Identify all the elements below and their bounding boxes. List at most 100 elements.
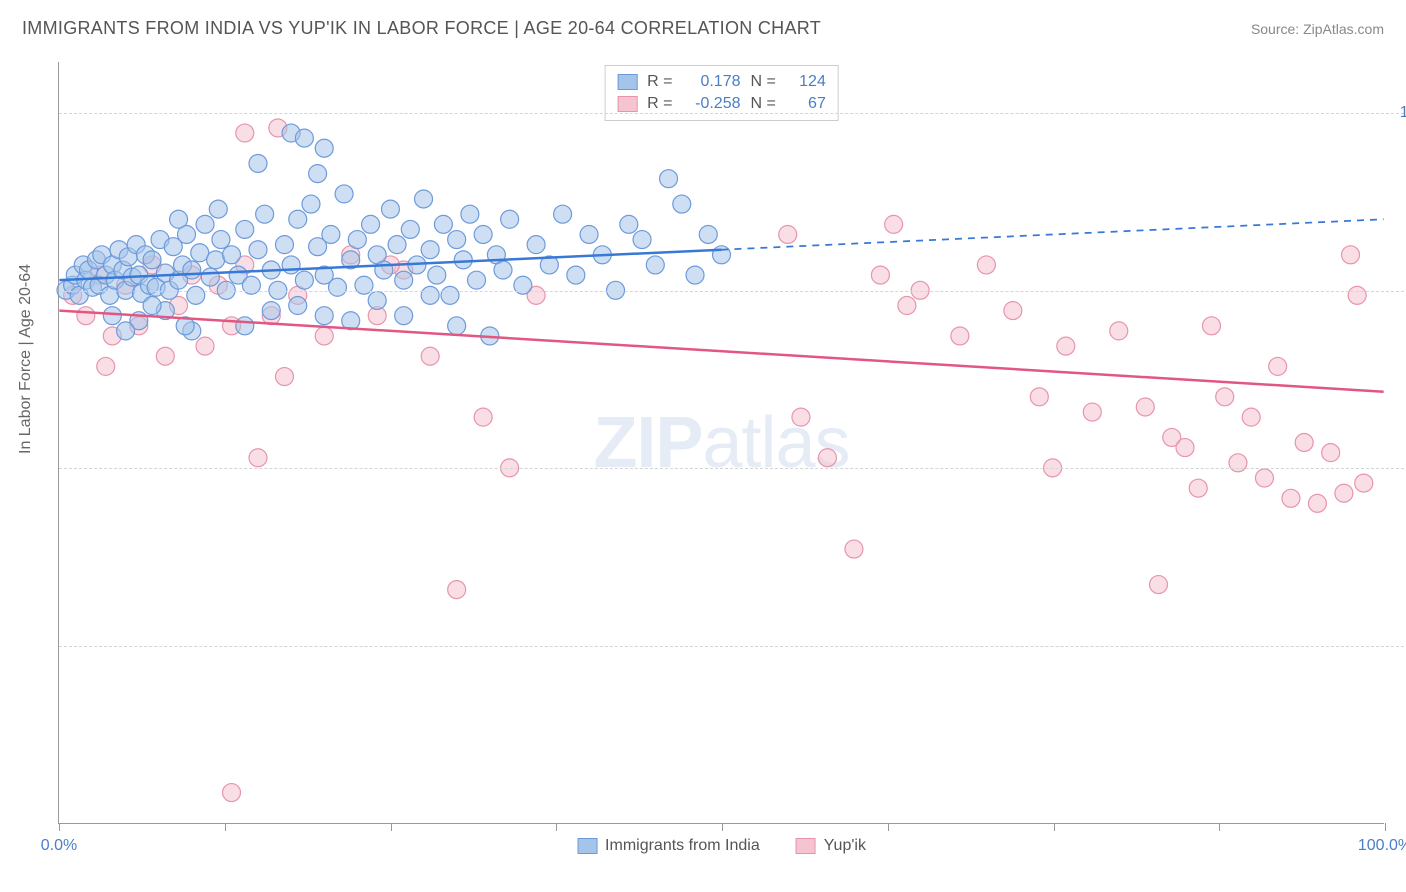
point-b — [1348, 286, 1366, 304]
point-b — [276, 368, 294, 386]
point-b — [97, 357, 115, 375]
point-b — [1242, 408, 1260, 426]
swatch-a-bottom — [577, 838, 597, 854]
point-b — [1004, 302, 1022, 320]
point-a — [236, 317, 254, 335]
point-b — [1355, 474, 1373, 492]
legend-item-b: Yup'ik — [796, 837, 866, 855]
point-b — [196, 337, 214, 355]
x-tick — [391, 823, 392, 831]
plot-area: ZIPatlas R = 0.178 N = 124 R = -0.258 N … — [58, 62, 1384, 824]
y-tick-label: 47.5% — [1394, 637, 1406, 655]
point-b — [1308, 494, 1326, 512]
point-a — [289, 210, 307, 228]
point-a — [309, 165, 327, 183]
point-b — [818, 449, 836, 467]
gridline — [59, 113, 1404, 114]
point-a — [236, 220, 254, 238]
x-tick-label: 100.0% — [1358, 837, 1406, 855]
point-a — [448, 231, 466, 249]
point-a — [295, 271, 313, 289]
point-b — [792, 408, 810, 426]
point-a — [315, 307, 333, 325]
point-a — [501, 210, 519, 228]
point-b — [156, 347, 174, 365]
point-a — [223, 246, 241, 264]
point-a — [527, 236, 545, 254]
source-label: Source: ZipAtlas.com — [1251, 21, 1384, 37]
point-a — [207, 251, 225, 269]
x-tick — [1219, 823, 1220, 831]
point-a — [362, 215, 380, 233]
point-b — [1083, 403, 1101, 421]
point-a — [421, 286, 439, 304]
x-tick — [225, 823, 226, 831]
point-b — [77, 307, 95, 325]
point-a — [567, 266, 585, 284]
y-axis-label: In Labor Force | Age 20-64 — [17, 264, 35, 454]
point-a — [322, 226, 340, 244]
trendline-b — [59, 311, 1383, 392]
gridline — [59, 291, 1404, 292]
x-tick — [1385, 823, 1386, 831]
point-a — [428, 266, 446, 284]
point-a — [448, 317, 466, 335]
point-a — [633, 231, 651, 249]
point-a — [395, 271, 413, 289]
point-a — [302, 195, 320, 213]
point-b — [223, 784, 241, 802]
point-a — [143, 297, 161, 315]
legend-label-a: Immigrants from India — [605, 837, 760, 855]
point-a — [421, 241, 439, 259]
point-b — [977, 256, 995, 274]
point-a — [388, 236, 406, 254]
point-a — [103, 307, 121, 325]
point-b — [898, 297, 916, 315]
x-tick — [888, 823, 889, 831]
x-tick — [1054, 823, 1055, 831]
x-tick — [722, 823, 723, 831]
point-a — [276, 236, 294, 254]
point-b — [236, 124, 254, 142]
point-a — [415, 190, 433, 208]
point-a — [660, 170, 678, 188]
point-a — [381, 200, 399, 218]
point-b — [871, 266, 889, 284]
point-b — [421, 347, 439, 365]
point-a — [368, 291, 386, 309]
point-a — [191, 244, 209, 262]
point-b — [845, 540, 863, 558]
point-a — [713, 246, 731, 264]
point-a — [187, 286, 205, 304]
point-a — [262, 302, 280, 320]
point-a — [554, 205, 572, 223]
point-a — [315, 139, 333, 157]
y-tick-label: 82.5% — [1394, 282, 1406, 300]
point-a — [699, 226, 717, 244]
bottom-legend: Immigrants from India Yup'ik — [577, 837, 866, 855]
point-a — [673, 195, 691, 213]
point-a — [441, 286, 459, 304]
point-a — [454, 251, 472, 269]
point-a — [117, 322, 135, 340]
point-b — [1136, 398, 1154, 416]
point-b — [1202, 317, 1220, 335]
point-a — [289, 297, 307, 315]
point-a — [256, 205, 274, 223]
point-a — [328, 278, 346, 296]
point-a — [686, 266, 704, 284]
point-a — [468, 271, 486, 289]
point-a — [580, 226, 598, 244]
point-b — [1189, 479, 1207, 497]
y-tick-label: 65.0% — [1394, 459, 1406, 477]
point-a — [249, 154, 267, 172]
point-a — [335, 185, 353, 203]
point-b — [1150, 576, 1168, 594]
point-b — [1057, 337, 1075, 355]
chart-svg — [59, 62, 1384, 823]
point-b — [1269, 357, 1287, 375]
point-b — [1282, 489, 1300, 507]
gridline — [59, 468, 1404, 469]
point-b — [1295, 434, 1313, 452]
chart-title: IMMIGRANTS FROM INDIA VS YUP'IK IN LABOR… — [22, 18, 821, 39]
